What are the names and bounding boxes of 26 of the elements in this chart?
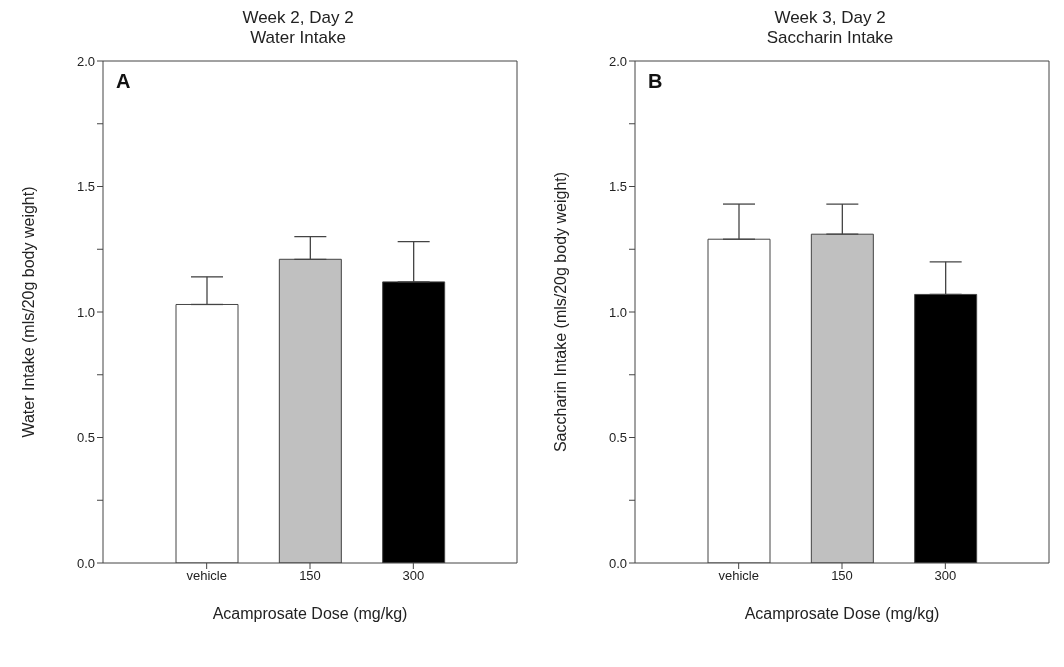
- y-tick-label: 2.0: [76, 53, 95, 69]
- y-tick-label: 0.0: [608, 555, 627, 571]
- y-tick-label: 0.5: [608, 430, 627, 446]
- y-tick-label: 0.0: [76, 555, 95, 571]
- chart-subtitle: Water Intake: [249, 28, 347, 48]
- x-tick-label: 150: [299, 568, 321, 584]
- y-tick-label: 1.5: [608, 179, 627, 195]
- y-tick-label: 1.0: [608, 304, 627, 320]
- y-tick-label: 0.5: [76, 430, 95, 446]
- y-tick-label: 2.0: [608, 53, 627, 69]
- x-tick-label: vehicle: [718, 568, 759, 584]
- annotation: A: [116, 70, 131, 93]
- y-axis-title: Water Intake (mls/20g body weight): [19, 186, 37, 438]
- annotation: B: [648, 70, 663, 93]
- chart-title: Week 3, Day 2: [773, 8, 887, 28]
- y-tick-label: 1.5: [76, 179, 95, 195]
- y-tick-label: 1.0: [76, 304, 95, 320]
- x-tick-label: 300: [934, 568, 957, 584]
- y-axis-title: Saccharin Intake (mls/20g body weight): [551, 171, 569, 453]
- x-tick-label: vehicle: [186, 568, 227, 584]
- chart-subtitle: Saccharin Intake: [765, 28, 895, 48]
- chart-title: Week 2, Day 2: [241, 8, 355, 28]
- x-axis-title: Acamprosate Dose (mg/kg): [744, 605, 940, 622]
- x-axis-title: Acamprosate Dose (mg/kg): [212, 605, 408, 622]
- x-tick-label: 300: [402, 568, 425, 584]
- x-tick-label: 150: [831, 568, 853, 584]
